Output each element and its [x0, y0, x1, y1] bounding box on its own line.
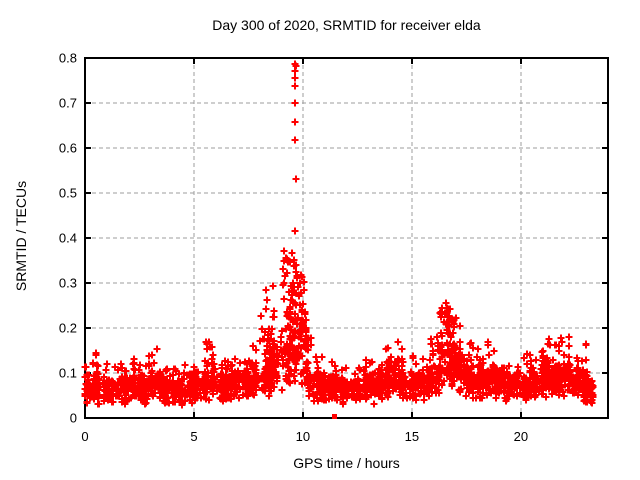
- y-tick-label: 0.5: [59, 186, 77, 201]
- x-tick-label: 15: [405, 429, 419, 444]
- y-tick-label: 0.8: [59, 51, 77, 66]
- chart-title: Day 300 of 2020, SRMTID for receiver eld…: [212, 17, 481, 33]
- y-tick-label: 0.6: [59, 141, 77, 156]
- plot-border: [84, 57, 609, 419]
- y-tick-label: 0.4: [59, 231, 77, 246]
- y-tick-label: 0.7: [59, 96, 77, 111]
- x-tick-label: 5: [190, 429, 197, 444]
- outlier-square-marker: [332, 414, 338, 420]
- y-tick-label: 0.2: [59, 321, 77, 336]
- x-tick-label: 20: [514, 429, 528, 444]
- grid-lines: [85, 58, 608, 418]
- x-axis-label: GPS time / hours: [293, 455, 400, 471]
- y-tick-label: 0: [70, 411, 77, 426]
- y-tick-label: 0.3: [59, 276, 77, 291]
- data-points: [81, 60, 597, 409]
- x-tick-label: 0: [81, 429, 88, 444]
- y-tick-label: 0.1: [59, 366, 77, 381]
- x-tick-label: 10: [296, 429, 310, 444]
